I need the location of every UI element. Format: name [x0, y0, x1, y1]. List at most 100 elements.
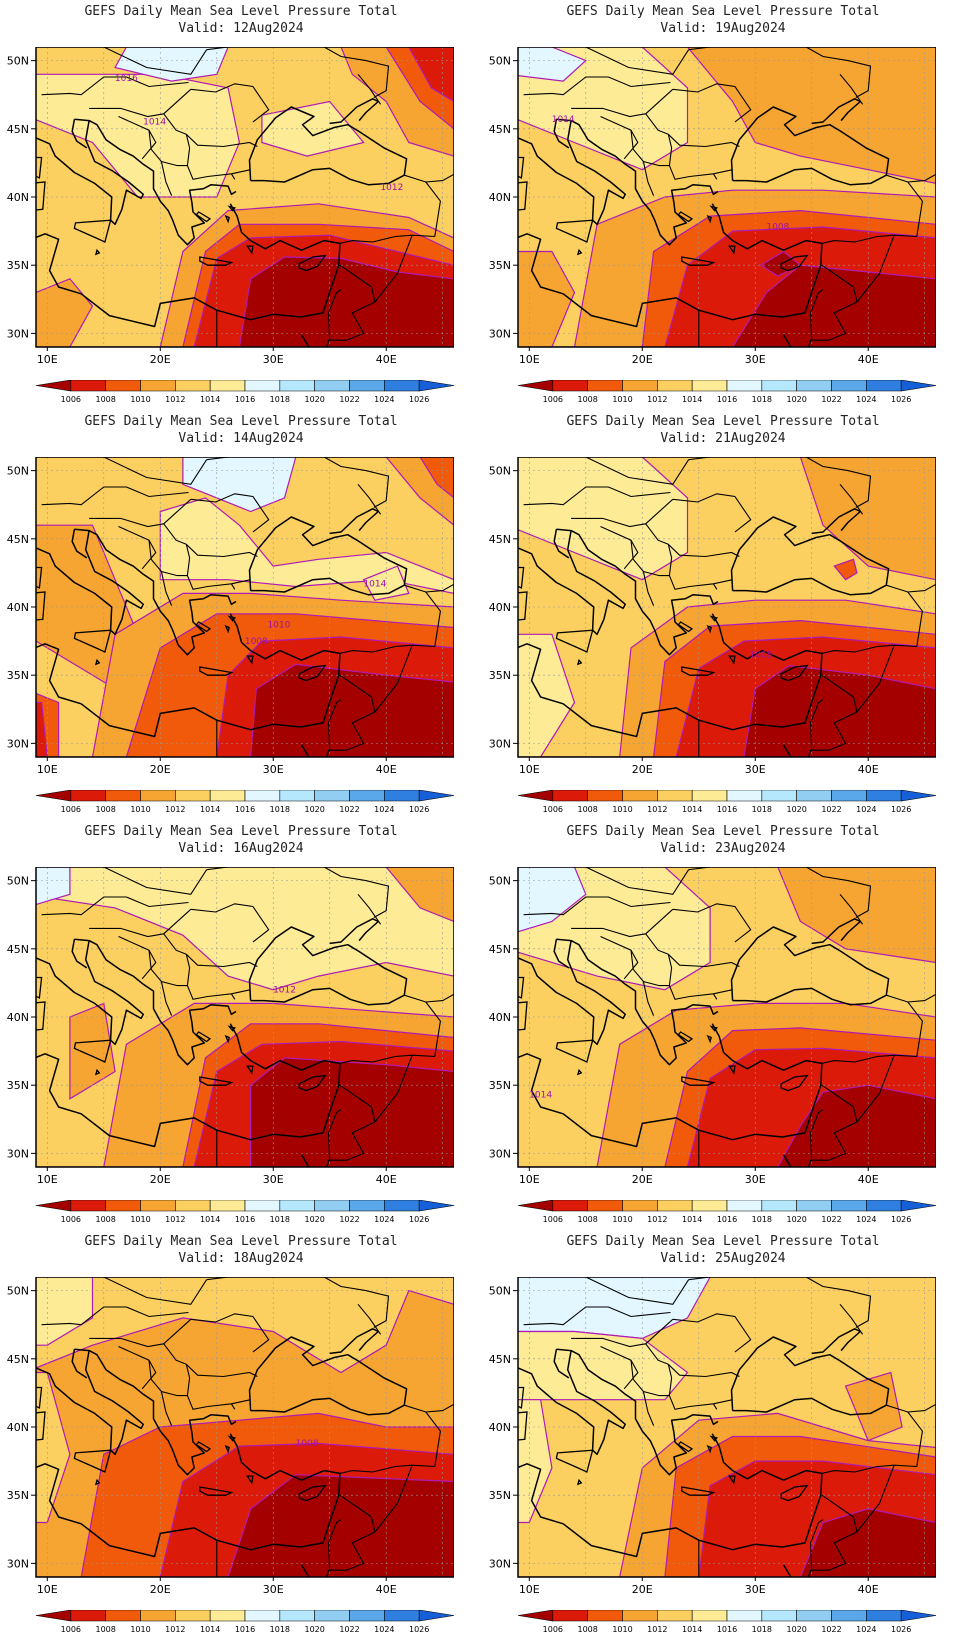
country-border: [600, 935, 639, 980]
coastline: [518, 1433, 823, 1558]
country-border: [642, 981, 655, 1016]
island-outline: [555, 1449, 594, 1473]
colorbar-level-label: 1008: [577, 1625, 597, 1634]
colorbar-level-label: 1012: [647, 805, 667, 814]
lat-tick-label: 50N: [7, 55, 29, 68]
colorbar-level-label: 1010: [612, 1625, 632, 1634]
colorbar-swatch: [761, 380, 797, 392]
country-border: [810, 711, 858, 751]
country-border: [103, 867, 208, 895]
country-border: [886, 583, 936, 593]
country-border: [103, 457, 208, 485]
colorbar-swatch: [726, 1200, 763, 1212]
lon-tick-label: 30E: [263, 1173, 284, 1186]
colorbar-swatch: [831, 790, 867, 802]
colorbar-swatch: [314, 1200, 350, 1212]
country-border: [89, 1318, 192, 1348]
country-border: [339, 1464, 435, 1474]
country-border: [755, 867, 872, 918]
colorbar-level-label: 1010: [612, 805, 632, 814]
colorbar-swatch: [691, 1610, 728, 1622]
lat-tick-label: 45N: [489, 943, 511, 956]
pressure-fill-3: [36, 1371, 71, 1524]
island-outline: [36, 976, 43, 999]
colorbar-level-label: 1016: [717, 1215, 737, 1224]
island-outline: [728, 1065, 736, 1075]
map-panel-1: GEFS Daily Mean Sea Level Pressure Total…: [0, 0, 482, 410]
island-outline: [246, 655, 254, 665]
island-outline: [681, 666, 716, 676]
colorbar-swatch: [518, 1610, 554, 1622]
colorbar-level-label: 1020: [786, 805, 806, 814]
coastline: [518, 613, 823, 738]
lat-tick-label: 45N: [489, 1353, 511, 1366]
panel-valid-date: Valid: 25Aug2024: [660, 1251, 786, 1266]
country-border: [230, 173, 236, 180]
colorbar-swatch: [866, 790, 902, 802]
country-border: [230, 1403, 236, 1410]
country-border: [185, 1364, 191, 1396]
colorbar-swatch: [209, 1610, 246, 1622]
country-border: [907, 591, 923, 647]
lat-tick-label: 35N: [7, 259, 29, 272]
country-border: [523, 486, 671, 506]
country-border: [328, 1519, 342, 1571]
island-outline: [195, 211, 212, 223]
country-border: [404, 583, 454, 593]
colorbar-swatch: [244, 1200, 281, 1212]
country-border: [89, 88, 192, 118]
pressure-fill-6: [419, 457, 454, 499]
colorbar-swatch: [587, 1610, 623, 1622]
country-border: [148, 130, 251, 180]
colorbar-swatch: [384, 1200, 420, 1212]
colorbar-swatch: [140, 380, 176, 392]
pressure-fill-3: [777, 867, 936, 964]
country-border: [425, 591, 441, 647]
coastline: [71, 119, 88, 149]
colorbar-level-label: 1012: [647, 1215, 667, 1224]
colorbar-level-label: 1008: [577, 805, 597, 814]
mslp-map: 1008 50N 45N 40N 35N 30N 10E 20E 30E 40E: [7, 1277, 454, 1596]
colorbar-swatch: [70, 380, 106, 392]
mslp-map: 1008 50N 45N 40N 35N 30N 10E 20E 30E 40E: [489, 457, 936, 776]
country-border: [190, 83, 270, 123]
pressure-colorbar: 1006 1008 1010 1012 1014 1016 1018 1020 1022 1024…: [36, 1610, 454, 1634]
lat-tick-label: 40N: [7, 191, 29, 204]
colorbar-level-label: 1024: [374, 1625, 394, 1634]
map-panel-7: GEFS Daily Mean Sea Level Pressure Total…: [0, 1230, 482, 1640]
colorbar-swatch: [384, 1610, 420, 1622]
lat-tick-label: 30N: [7, 1557, 29, 1570]
country-border: [810, 289, 824, 341]
colorbar-swatch: [349, 380, 385, 392]
colorbar-level-label: 1006: [61, 1215, 81, 1224]
colorbar-swatch: [36, 790, 72, 802]
coastline: [730, 926, 890, 1006]
country-border: [160, 981, 173, 1016]
island-outline: [518, 566, 525, 589]
island-outline: [298, 1074, 327, 1092]
colorbar-swatch: [900, 1610, 936, 1622]
colorbar-level-label: 1006: [61, 805, 81, 814]
colorbar-level-label: 1008: [95, 395, 115, 404]
country-border: [163, 113, 187, 135]
country-border: [642, 161, 655, 196]
colorbar-level-label: 1010: [130, 395, 150, 404]
colorbar-level-label: 1022: [339, 1625, 359, 1634]
country-border: [206, 457, 231, 461]
island-outline: [224, 624, 230, 634]
lon-tick-label: 30E: [263, 1583, 284, 1596]
coastline: [329, 918, 380, 945]
island-outline: [36, 181, 46, 211]
country-border: [688, 47, 713, 51]
colorbar-swatch: [831, 380, 867, 392]
coastline: [71, 1349, 88, 1379]
colorbar-level-label: 1008: [577, 395, 597, 404]
island-outline: [780, 254, 809, 272]
island-outline: [224, 214, 230, 224]
country-border: [425, 1001, 441, 1057]
colorbar-level-label: 1006: [543, 805, 563, 814]
island-outline: [780, 1074, 809, 1092]
colorbar-swatch: [900, 790, 936, 802]
colorbar-swatch: [796, 380, 832, 392]
colorbar-swatch: [552, 1200, 588, 1212]
